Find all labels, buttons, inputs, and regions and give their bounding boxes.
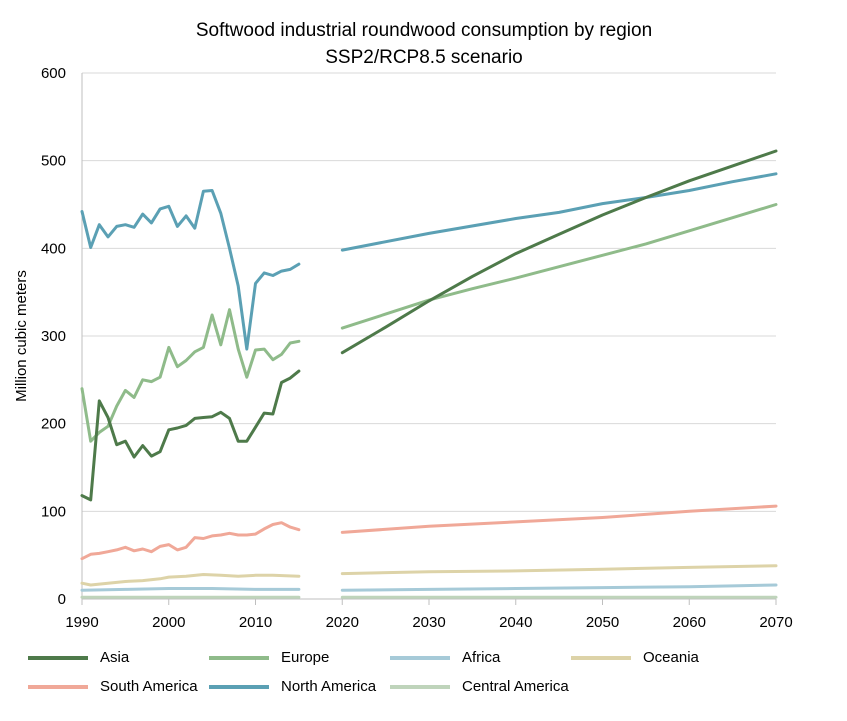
legend-label-south-america: South America	[100, 678, 198, 695]
series-lines	[80, 149, 778, 599]
x-tick-label: 2070	[759, 614, 792, 631]
y-tick-label: 200	[41, 416, 66, 433]
legend-label-north-america: North America	[281, 678, 377, 695]
legend: Asia Europe Africa Oceania South America…	[28, 643, 828, 701]
series-line-asia-projection	[340, 149, 778, 355]
x-tick-label: 2050	[586, 614, 619, 631]
legend-label-asia: Asia	[100, 649, 130, 666]
series-line-africa-projection	[340, 583, 778, 592]
legend-swatch-south-america	[28, 684, 88, 689]
legend-item-central-america: Central America	[390, 678, 571, 695]
legend-item-asia: Asia	[28, 649, 209, 666]
legend-label-africa: Africa	[462, 649, 501, 666]
series-line-north-america-projection	[340, 172, 778, 252]
legend-swatch-north-america	[209, 684, 269, 689]
chart-title: Softwood industrial roundwood consumptio…	[196, 20, 652, 41]
gridlines	[82, 72, 776, 512]
x-tick-label: 2040	[499, 614, 532, 631]
y-tick-label: 600	[41, 65, 66, 82]
x-tick-label: 2020	[326, 614, 359, 631]
series-line-oceania-projection	[340, 564, 778, 576]
legend-label-oceania: Oceania	[643, 649, 699, 666]
y-tick-label: 100	[41, 503, 66, 520]
y-tick-label: 400	[41, 240, 66, 257]
axes	[81, 73, 777, 605]
series-line-africa-historical	[80, 587, 301, 592]
legend-item-oceania: Oceania	[571, 649, 752, 666]
y-tick-label: 300	[41, 328, 66, 345]
legend-row: South America North America Central Amer…	[28, 672, 828, 701]
x-tick-label: 2000	[152, 614, 185, 631]
x-tick-label: 1990	[65, 614, 98, 631]
series-line-oceania-historical	[80, 573, 301, 587]
legend-label-europe: Europe	[281, 649, 330, 666]
legend-swatch-central-america	[390, 684, 450, 689]
legend-swatch-africa	[390, 655, 450, 660]
legend-item-south-america: South America	[28, 678, 209, 695]
x-tick-label: 2010	[239, 614, 272, 631]
y-tick-label: 0	[58, 591, 66, 608]
legend-item-europe: Europe	[209, 649, 390, 666]
y-tick-label: 500	[41, 153, 66, 170]
x-tick-label: 2030	[412, 614, 445, 631]
series-line-asia-historical	[80, 369, 301, 502]
tick-labels: 0 100 200 300 400 500 600 1990 2000 2010 2020 2030 2…	[41, 65, 793, 631]
series-line-europe-historical	[80, 308, 301, 443]
chart-subtitle: SSP2/RCP8.5 scenario	[325, 47, 523, 68]
legend-row: Asia Europe Africa Oceania	[28, 643, 828, 672]
legend-item-africa: Africa	[390, 649, 571, 666]
x-tick-label: 2060	[673, 614, 706, 631]
series-line-south-america-historical	[80, 521, 301, 561]
legend-label-central-america: Central America	[462, 678, 569, 695]
series-line-south-america-projection	[340, 504, 778, 534]
legend-swatch-europe	[209, 655, 269, 660]
legend-item-north-america: North America	[209, 678, 390, 695]
y-axis-label: Million cubic meters	[13, 270, 30, 402]
legend-swatch-asia	[28, 655, 88, 660]
legend-swatch-oceania	[571, 655, 631, 660]
series-line-europe-projection	[340, 203, 778, 330]
series-line-north-america-historical	[80, 189, 301, 351]
